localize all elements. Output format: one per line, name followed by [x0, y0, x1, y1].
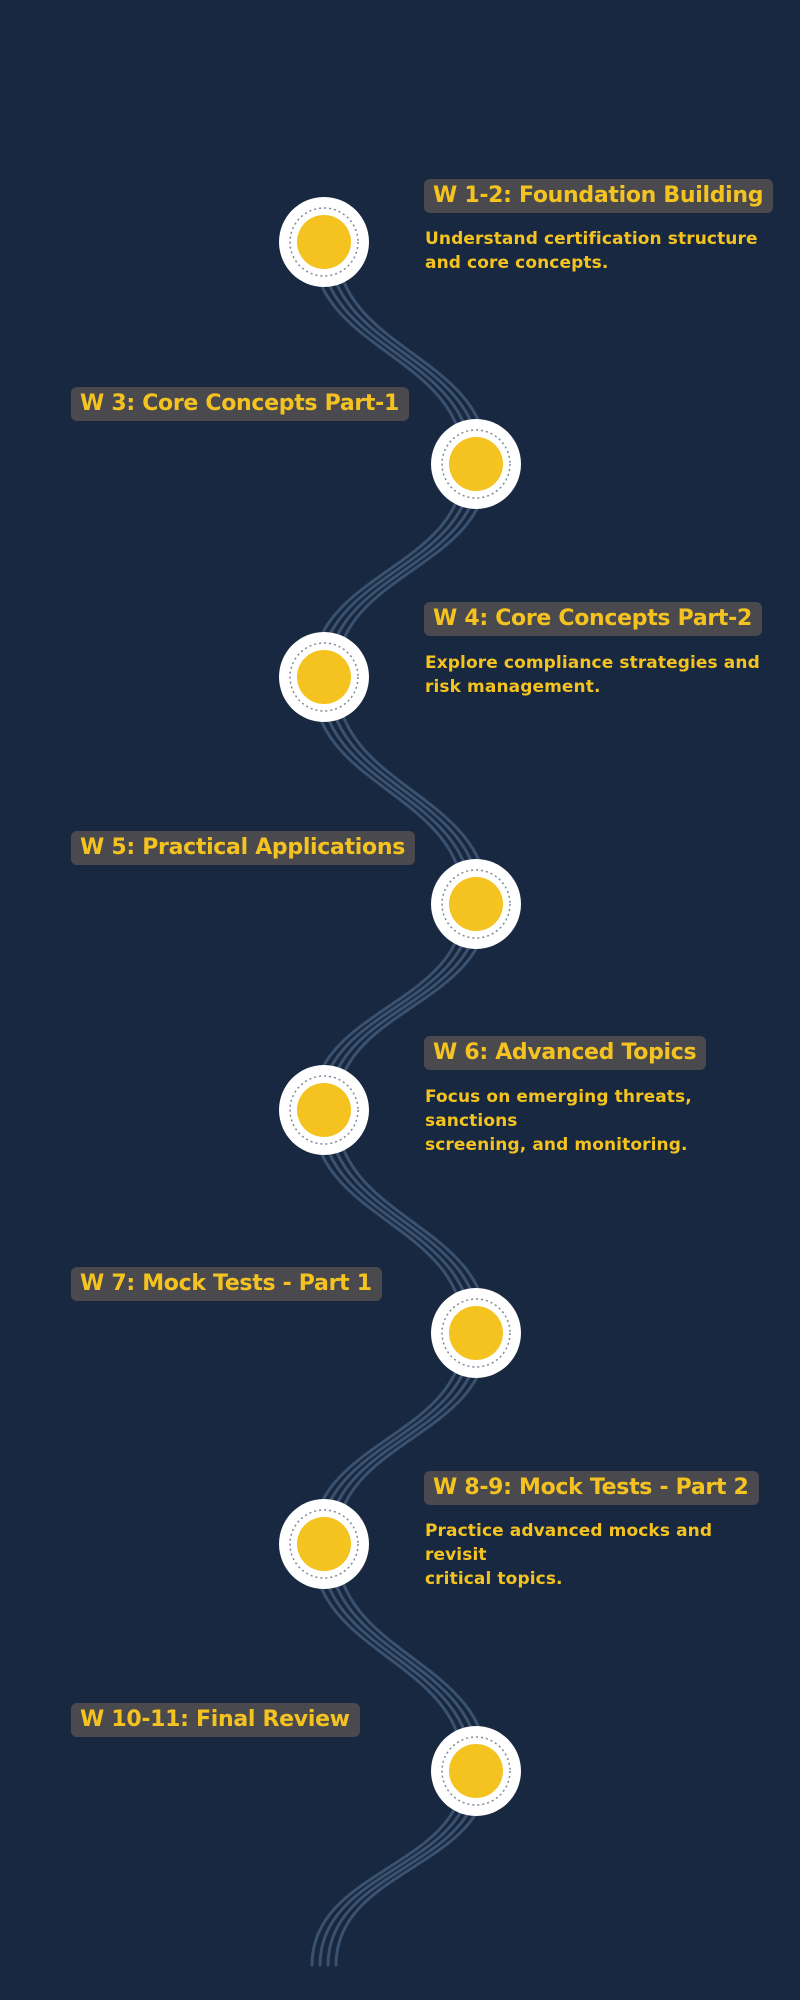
node-core	[449, 1306, 503, 1360]
node-core	[297, 1083, 351, 1137]
milestone-title-3: W 4: Core Concepts Part-2	[424, 602, 762, 636]
milestone-description-3-line-1: Explore compliance strategies and	[425, 653, 760, 673]
milestone-description-5-line-2: screening, and monitoring.	[425, 1135, 688, 1155]
milestone-title-7: W 8-9: Mock Tests - Part 2	[424, 1471, 759, 1505]
milestone-title-4: W 5: Practical Applications	[71, 831, 416, 865]
node-dotted-ring	[441, 1298, 511, 1368]
milestone-description-3-line-2: risk management.	[425, 677, 601, 697]
node-dotted-ring	[441, 1736, 511, 1806]
milestone-node-2	[431, 419, 521, 509]
milestone-node-3	[279, 632, 369, 722]
milestone-title-1: W 1-2: Foundation Building	[424, 179, 774, 213]
milestone-description-7-line-2: critical topics.	[425, 1569, 563, 1589]
milestone-node-6	[431, 1288, 521, 1378]
milestone-node-8	[431, 1726, 521, 1816]
milestone-description-7-line-1: Practice advanced mocks and revisit	[425, 1521, 713, 1565]
node-dotted-ring	[289, 1509, 359, 1579]
node-core	[297, 215, 351, 269]
milestone-node-1	[279, 197, 369, 287]
node-dotted-ring	[441, 869, 511, 939]
milestone-description-1-line-1: Understand certification structure	[425, 229, 758, 249]
milestone-node-4	[431, 859, 521, 949]
node-core	[297, 650, 351, 704]
milestone-nodes	[279, 197, 521, 1816]
milestone-title-6: W 7: Mock Tests - Part 1	[71, 1267, 382, 1301]
milestone-node-7	[279, 1499, 369, 1589]
milestone-title-2: W 3: Core Concepts Part-1	[71, 387, 409, 421]
node-core	[449, 437, 503, 491]
node-dotted-ring	[289, 642, 359, 712]
milestone-description-5: Focus on emerging threats, sanctions scr…	[425, 1085, 765, 1157]
milestone-description-1: Understand certification structure and c…	[425, 227, 765, 275]
node-core	[297, 1517, 351, 1571]
node-dotted-ring	[441, 429, 511, 499]
milestone-node-5	[279, 1065, 369, 1155]
milestone-description-1-line-2: and core concepts.	[425, 253, 609, 273]
node-dotted-ring	[289, 1075, 359, 1145]
milestone-description-7: Practice advanced mocks and revisit crit…	[425, 1519, 765, 1591]
milestone-title-8: W 10-11: Final Review	[71, 1703, 360, 1737]
node-dotted-ring	[289, 207, 359, 277]
node-core	[449, 1744, 503, 1798]
milestone-description-3: Explore compliance strategies and risk m…	[425, 651, 765, 699]
node-core	[449, 877, 503, 931]
milestone-title-5: W 6: Advanced Topics	[424, 1036, 707, 1070]
milestone-description-5-line-1: Focus on emerging threats, sanctions	[425, 1087, 692, 1131]
